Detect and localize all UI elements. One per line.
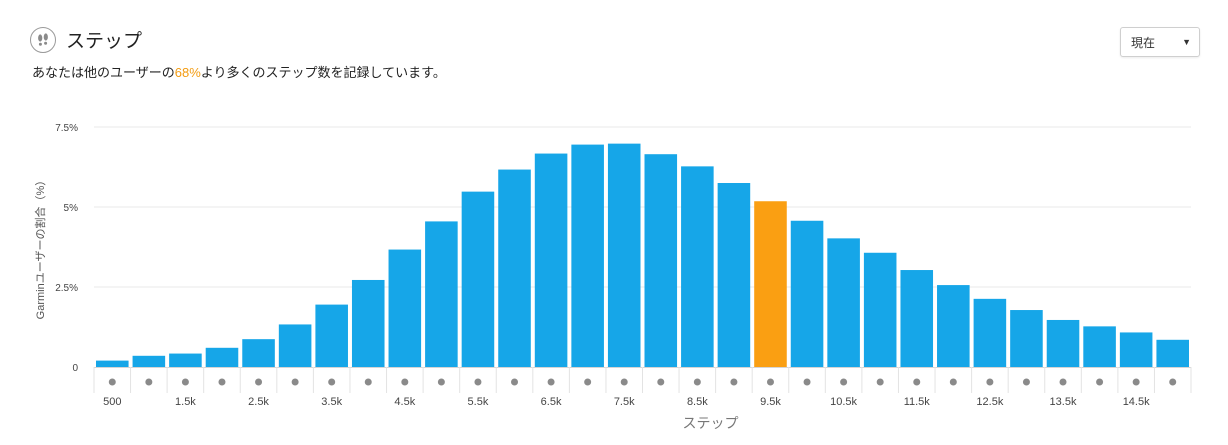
x-axis-dot bbox=[218, 378, 226, 386]
bar bbox=[681, 166, 714, 367]
x-axis-dot bbox=[949, 378, 957, 386]
x-tick-label: 3.5k bbox=[321, 396, 342, 408]
x-tick-label: 4.5k bbox=[394, 396, 415, 408]
x-tick-label: 12.5k bbox=[976, 396, 1003, 408]
x-tick-label: 14.5k bbox=[1123, 396, 1150, 408]
x-axis-dot bbox=[108, 378, 116, 386]
grid-lines bbox=[94, 126, 1191, 288]
x-axis-dot bbox=[547, 378, 555, 386]
x-tick-label: 13.5k bbox=[1050, 396, 1077, 408]
x-axis-dot bbox=[840, 378, 848, 386]
bar bbox=[1046, 319, 1080, 367]
x-tick-label: 1.5k bbox=[175, 396, 196, 408]
x-axis-dot bbox=[145, 378, 153, 386]
x-axis-dot bbox=[693, 378, 701, 386]
x-axis-dot bbox=[913, 378, 921, 386]
bars bbox=[96, 143, 1189, 367]
bar bbox=[607, 143, 641, 367]
x-axis-dot bbox=[437, 378, 445, 386]
bar bbox=[1083, 326, 1116, 367]
bar bbox=[388, 249, 422, 367]
bar bbox=[132, 355, 166, 367]
x-axis-dot bbox=[803, 378, 811, 386]
x-axis-dot bbox=[255, 378, 263, 386]
x-axis-dot bbox=[986, 378, 994, 386]
bar bbox=[754, 201, 787, 367]
y-tick-label: 5% bbox=[64, 203, 79, 214]
x-axis-dot bbox=[766, 378, 774, 386]
x-axis-dot bbox=[1096, 378, 1104, 386]
bar bbox=[169, 353, 202, 367]
x-axis-dot bbox=[401, 378, 409, 386]
summary-before: あなたは他のユーザーの bbox=[32, 65, 175, 80]
y-tick-label: 0 bbox=[72, 363, 78, 374]
x-tick-label: 7.5k bbox=[614, 396, 635, 408]
bar bbox=[278, 324, 312, 367]
chevron-down-icon: ▼ bbox=[1182, 37, 1191, 47]
x-axis-dot bbox=[1132, 378, 1140, 386]
x-axis-dot bbox=[584, 378, 592, 386]
summary-text: あなたは他のユーザーの68%より多くのステップ数を記録しています。 bbox=[32, 62, 446, 81]
bar bbox=[205, 347, 239, 367]
x-axis-dot bbox=[620, 378, 628, 386]
x-tick-label: 8.5k bbox=[687, 396, 708, 408]
bar bbox=[827, 238, 860, 367]
x-tick-label: 5.5k bbox=[468, 396, 489, 408]
x-axis-ticks: 500 1.5k 2.5k 3.5k 4.5k 5.5k 6.5k 7.5k 8.5k 9.5k 1… bbox=[103, 396, 1150, 408]
x-axis-label: ステップ bbox=[683, 415, 739, 431]
x-tick-label: 9.5k bbox=[760, 396, 781, 408]
bar bbox=[790, 220, 824, 367]
x-axis-dots bbox=[108, 378, 1177, 386]
x-axis-dot bbox=[328, 378, 336, 386]
bar bbox=[900, 270, 934, 367]
x-axis-dot bbox=[730, 378, 738, 386]
x-axis-dot bbox=[291, 378, 299, 386]
bar bbox=[571, 144, 604, 367]
bar bbox=[242, 339, 275, 367]
percentile-highlight: 68% bbox=[174, 65, 201, 80]
x-axis-dot bbox=[657, 378, 665, 386]
bar bbox=[863, 252, 897, 367]
bar bbox=[973, 298, 1007, 367]
bar bbox=[96, 360, 129, 367]
x-tick-label: 11.5k bbox=[904, 396, 931, 408]
bar bbox=[1119, 332, 1153, 367]
x-axis bbox=[93, 367, 1192, 393]
x-axis-dot bbox=[181, 378, 189, 386]
bar bbox=[1156, 339, 1189, 367]
x-axis-dot bbox=[1059, 378, 1067, 386]
bar bbox=[461, 191, 495, 367]
x-axis-dot bbox=[876, 378, 884, 386]
bar bbox=[425, 221, 458, 367]
bar bbox=[937, 285, 970, 367]
bar bbox=[351, 279, 385, 367]
period-select-value: 現在 bbox=[1131, 35, 1156, 50]
x-tick-label: 500 bbox=[103, 396, 121, 408]
x-tick-label: 2.5k bbox=[248, 396, 269, 408]
step-distribution-chart: 0 2.5% 5% 7.5% 500 1.5k 2.5k 3.5k 4.5k 5.5k 6.5k 7… bbox=[33, 123, 1192, 431]
x-axis-dot bbox=[511, 378, 519, 386]
chart-header: ステップ bbox=[30, 26, 142, 53]
bar bbox=[498, 169, 531, 367]
x-tick-label: 10.5k bbox=[830, 396, 857, 408]
period-select[interactable]: 現在 ▼ bbox=[1120, 27, 1200, 57]
bar bbox=[315, 304, 348, 367]
y-axis-label: Garminユーザーの割合（%） bbox=[33, 175, 47, 320]
bar bbox=[534, 153, 568, 367]
page-title: ステップ bbox=[66, 31, 143, 52]
x-axis-dot bbox=[1169, 378, 1177, 386]
x-axis-dot bbox=[364, 378, 372, 386]
summary-after: より多くのステップ数を記録しています。 bbox=[200, 65, 446, 80]
y-tick-label: 7.5% bbox=[55, 123, 78, 134]
y-axis-ticks: 0 2.5% 5% 7.5% bbox=[55, 123, 78, 374]
bar bbox=[1010, 310, 1043, 367]
footsteps-icon bbox=[30, 26, 56, 53]
x-tick-label: 6.5k bbox=[541, 396, 562, 408]
y-tick-label: 2.5% bbox=[55, 283, 78, 294]
x-axis-dot bbox=[1022, 378, 1030, 386]
x-axis-dot bbox=[474, 378, 482, 386]
bar bbox=[717, 183, 751, 367]
bar bbox=[644, 154, 678, 367]
